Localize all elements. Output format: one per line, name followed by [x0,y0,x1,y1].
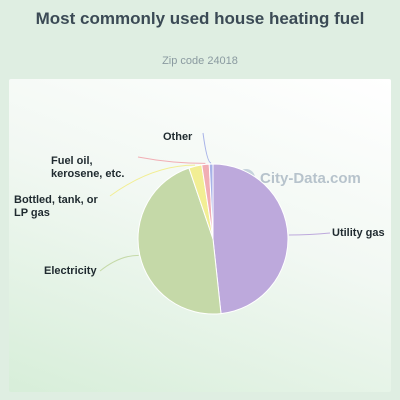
leader-line [202,132,212,164]
pie-slice-electricity [137,167,222,315]
pie-slice-other [208,163,214,240]
watermark-text: City-Data.com [260,169,361,187]
leader-line [288,232,331,236]
chart-subtitle: Zip code 24018 [162,55,238,67]
slice-label: Bottled, tank, or LP gas [14,194,98,219]
leader-line [99,254,139,272]
chart-title: Most commonly used house heating fuel [35,9,365,28]
pie-slice-utility-gas [212,163,289,315]
slice-label: Electricity [44,265,97,277]
leader-line [137,156,206,164]
slice-label: Other [163,131,193,143]
slice-label: Fuel oil, kerosene, etc. [51,155,124,180]
leader-line [109,164,196,197]
slice-label: Utility gas [332,227,385,239]
